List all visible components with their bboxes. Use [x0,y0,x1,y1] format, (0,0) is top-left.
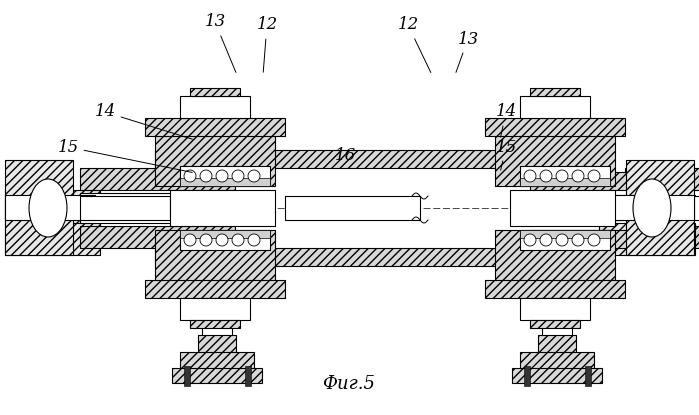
Bar [155,248,545,266]
Text: 13: 13 [204,14,236,73]
Text: 15: 15 [57,139,192,173]
Bar [625,226,699,248]
Circle shape [572,234,584,246]
Bar [485,280,625,298]
Bar [245,366,251,386]
Bar [520,166,610,186]
Bar [520,352,594,370]
Bar [80,226,235,248]
Bar [530,172,640,190]
Bar [510,190,615,226]
Bar [530,88,580,96]
Text: 14: 14 [496,103,517,137]
Bar [80,168,235,190]
Circle shape [216,234,228,246]
Bar [625,196,699,220]
Text: 12: 12 [397,17,431,73]
Bar [180,166,270,186]
Circle shape [248,234,260,246]
Bar [495,131,615,186]
Bar [626,160,694,255]
Text: 12: 12 [257,17,278,72]
Bar [520,96,590,118]
Bar [5,190,100,225]
Bar [180,230,270,238]
Bar [5,223,100,255]
Bar [530,196,620,220]
Bar [5,160,73,255]
Bar [524,366,530,386]
Circle shape [184,234,196,246]
Bar [172,368,262,383]
Bar [145,118,285,136]
Bar [285,196,420,220]
Bar [520,230,610,238]
Bar [538,335,576,353]
Text: Фиг.5: Фиг.5 [322,375,375,393]
Bar [5,195,95,220]
Bar [80,195,225,220]
Circle shape [200,234,212,246]
Bar [625,168,699,190]
Bar [155,131,275,186]
Circle shape [200,170,212,182]
Circle shape [540,234,552,246]
Circle shape [588,234,600,246]
Bar [180,230,270,250]
Circle shape [524,234,536,246]
Bar [198,335,236,353]
Bar [190,88,240,96]
Circle shape [232,234,244,246]
Bar [80,193,225,223]
Circle shape [556,170,568,182]
Bar [520,230,610,250]
Circle shape [216,170,228,182]
Circle shape [232,170,244,182]
Ellipse shape [29,179,67,237]
Bar [155,230,275,285]
Bar [520,298,590,320]
Bar [184,366,190,386]
Circle shape [540,170,552,182]
Text: 15: 15 [496,139,517,170]
Text: 16: 16 [335,147,356,164]
Bar [542,298,572,338]
Bar [530,230,640,248]
Bar [180,178,270,186]
Text: 14: 14 [94,103,192,139]
Bar [145,280,285,298]
Bar [180,298,250,320]
Text: 13: 13 [456,30,479,72]
Circle shape [524,170,536,182]
Bar [520,178,610,186]
Bar [190,320,240,328]
Bar [485,118,625,136]
Bar [512,368,602,383]
Bar [170,190,275,226]
Circle shape [588,170,600,182]
Circle shape [248,170,260,182]
Bar [155,150,545,168]
Ellipse shape [633,179,671,237]
Bar [599,195,694,220]
Bar [80,196,170,220]
Bar [599,195,695,220]
Bar [202,298,232,338]
Bar [180,352,254,370]
Bar [585,366,591,386]
Bar [180,96,250,118]
Circle shape [572,170,584,182]
Bar [530,320,580,328]
Circle shape [184,170,196,182]
Bar [599,223,695,255]
Circle shape [556,234,568,246]
Bar [495,230,615,285]
